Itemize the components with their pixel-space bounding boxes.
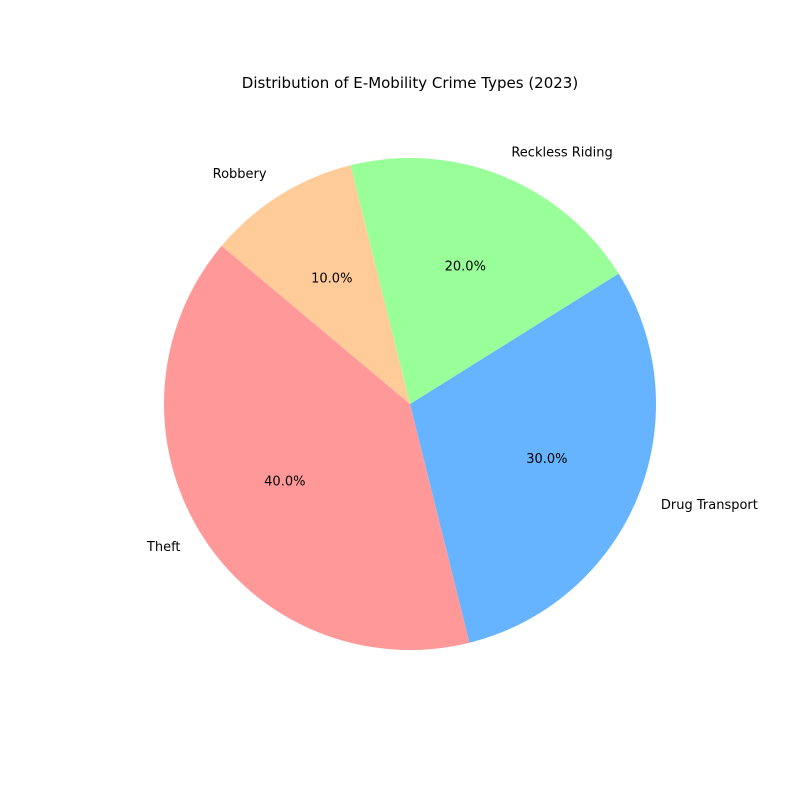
- percent-label-theft: 40.0%: [264, 475, 305, 490]
- pie-slice-drug-transport: [410, 273, 656, 643]
- slice-label-robbery: Robbery: [213, 167, 267, 182]
- pie-labels: Theft 40.0% Drug Transport 30.0% Reckless Ri…: [146, 146, 758, 555]
- chart-title: Distribution of E-Mobility Crime Types (…: [242, 74, 578, 92]
- pie-slices: [164, 158, 656, 650]
- slice-label-drug-transport: Drug Transport: [661, 498, 758, 513]
- slice-label-reckless-riding: Reckless Riding: [511, 146, 612, 161]
- percent-label-robbery: 10.0%: [311, 271, 352, 286]
- pie-slice-robbery: [221, 165, 410, 404]
- percent-label-reckless-riding: 20.0%: [445, 260, 486, 275]
- pie-slice-reckless-riding: [350, 158, 619, 404]
- pie-slice-theft: [164, 245, 470, 650]
- slice-label-theft: Theft: [146, 540, 181, 555]
- percent-label-drug-transport: 30.0%: [526, 452, 567, 467]
